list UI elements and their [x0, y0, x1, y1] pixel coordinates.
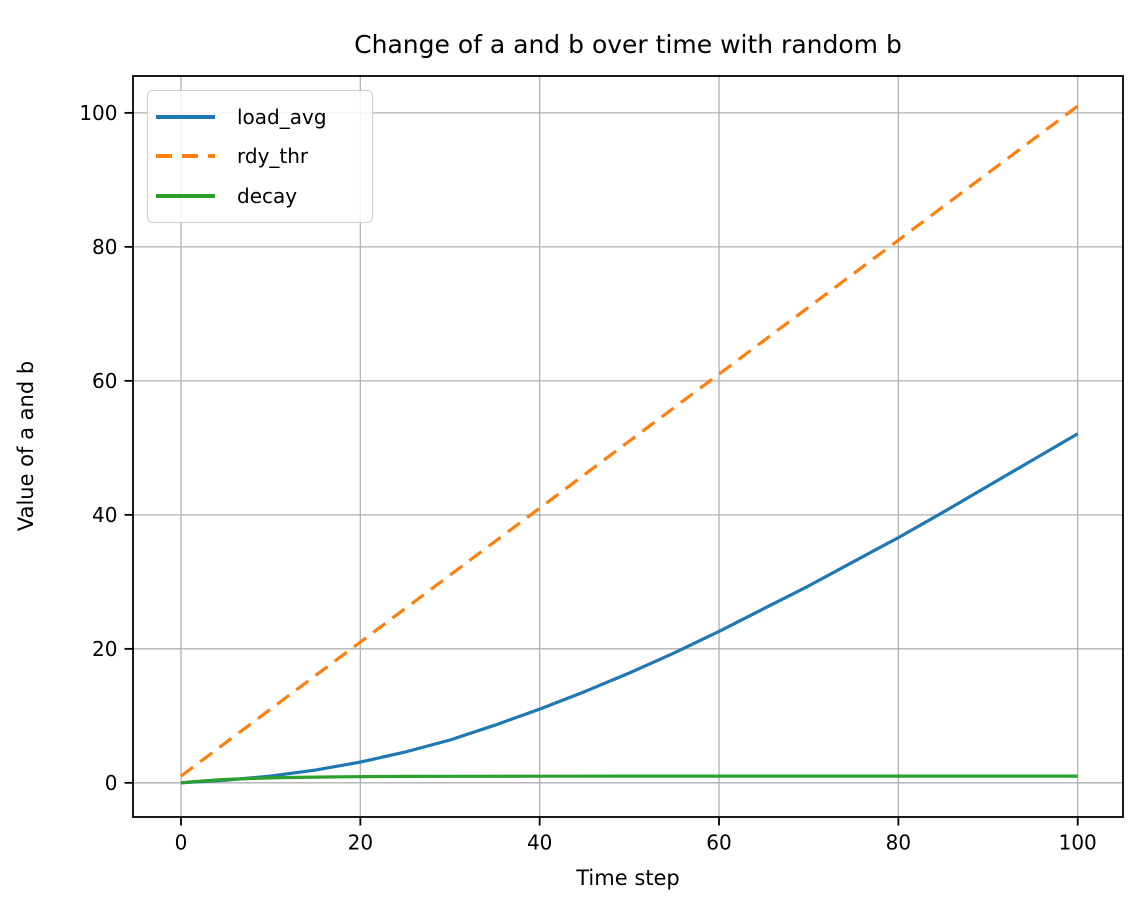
y-tick-label: 20	[92, 637, 117, 661]
legend-label-decay: decay	[237, 184, 298, 209]
y-tick-label: 0	[105, 771, 118, 795]
y-tick-label: 100	[79, 101, 117, 125]
x-tick-label: 20	[348, 831, 373, 855]
legend-line-sample-decay	[156, 194, 215, 199]
series-line-decay	[180, 774, 1078, 785]
y-tick-label: 40	[92, 503, 117, 527]
x-tick-label: 100	[1059, 831, 1097, 855]
y-tick-label: 60	[92, 369, 117, 393]
series-line-rdy_thr	[180, 104, 1079, 778]
legend-line-sample-rdy-thr	[156, 154, 215, 159]
chart-title: Change of a and b over time with random …	[354, 30, 902, 59]
x-tick-label: 80	[886, 831, 911, 855]
legend: load_avg rdy_thr decay	[147, 90, 373, 223]
legend-item-decay: decay	[156, 177, 372, 216]
plot-border	[132, 75, 1124, 818]
legend-label-rdy-thr: rdy_thr	[237, 144, 309, 169]
y-tick-label: 80	[92, 235, 117, 259]
legend-line-sample-load-avg	[156, 114, 215, 119]
legend-item-load-avg: load_avg	[156, 97, 372, 136]
x-tick-label: 0	[175, 831, 188, 855]
legend-item-rdy-thr: rdy_thr	[156, 137, 372, 176]
x-tick-label: 60	[706, 831, 731, 855]
legend-label-load-avg: load_avg	[237, 104, 327, 129]
x-axis-label: Time step	[576, 866, 680, 890]
x-tick-label: 40	[527, 831, 552, 855]
series-line-load_avg	[180, 432, 1079, 785]
y-axis-label: Value of a and b	[14, 360, 38, 532]
